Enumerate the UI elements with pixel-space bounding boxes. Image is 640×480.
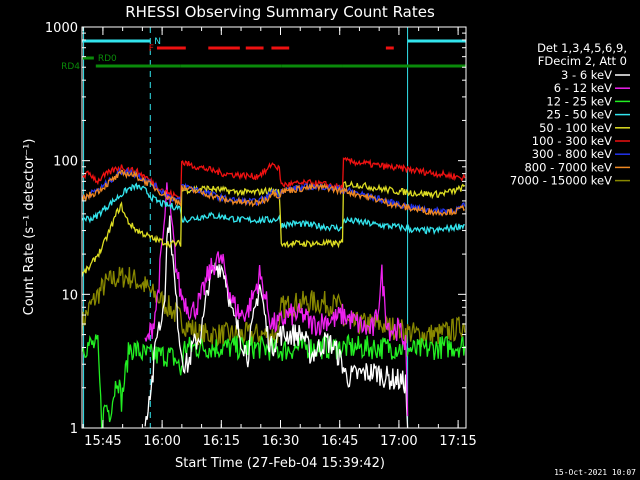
legend-entry-label: 12 - 25 keV	[546, 94, 612, 108]
y-tick-label: 100	[53, 155, 78, 170]
y-tick-label: 1	[70, 422, 78, 437]
axes: 15:45 16:00 16:15 16:30 16:45 17:00 17:15 1 10 10…	[45, 21, 477, 449]
x-axis-label: Start Time (27-Feb-04 15:39:42)	[175, 456, 385, 471]
flag-label-n: N	[154, 37, 161, 47]
legend-entry-label: 50 - 100 keV	[539, 121, 612, 135]
series-line-50-100-kev	[81, 180, 466, 277]
x-tick-label: 16:00	[143, 434, 180, 449]
series-line-100-300-kev	[81, 156, 466, 201]
series-line-3-6-kev	[144, 215, 409, 429]
legend-entry-label: 3 - 6 keV	[561, 68, 612, 82]
legend-header-line-2: FDecim 2, Att 0	[538, 54, 627, 68]
y-axis-label: Count Rate (s⁻¹ detector⁻¹)	[22, 139, 37, 316]
x-tick-label: 15:45	[84, 434, 121, 449]
x-tick-label: 17:00	[380, 434, 417, 449]
series-line-6-12-kev	[144, 182, 409, 417]
flag-label-f: F	[149, 44, 154, 54]
series-line-800-7000-kev	[81, 169, 466, 217]
x-tick-label: 17:15	[439, 434, 476, 449]
plot-frame	[81, 26, 467, 429]
x-tick-label: 16:15	[203, 434, 240, 449]
x-tick-label: 16:30	[262, 434, 299, 449]
legend-entry-label: 6 - 12 keV	[554, 81, 612, 95]
legend-entry-label: 300 - 800 keV	[532, 147, 612, 161]
series-line-25-50-kev	[81, 182, 465, 236]
flag-label-rd4: RD4	[61, 62, 80, 72]
legend: Det 1,3,4,5,6,9, FDecim 2, Att 0 3 - 6 k…	[510, 41, 630, 188]
legend-entry-label: 7000 - 15000 keV	[510, 174, 612, 188]
flag-label-rd0: RD0	[98, 54, 117, 64]
legend-entry-label: 25 - 50 keV	[546, 108, 612, 122]
chart-title: RHESSI Observing Summary Count Rates	[125, 3, 435, 21]
legend-header-line-1: Det 1,3,4,5,6,9,	[537, 41, 627, 55]
legend-entry-label: 800 - 7000 keV	[524, 160, 612, 174]
timestamp: 15-Oct-2021 10:07	[554, 468, 636, 477]
x-tick-label: 16:45	[321, 434, 358, 449]
y-tick-label: 1000	[45, 21, 78, 36]
legend-entry-label: 100 - 300 keV	[532, 134, 612, 148]
y-tick-label: 10	[61, 288, 78, 303]
plot-area: NF RD0 RD4	[61, 27, 467, 429]
